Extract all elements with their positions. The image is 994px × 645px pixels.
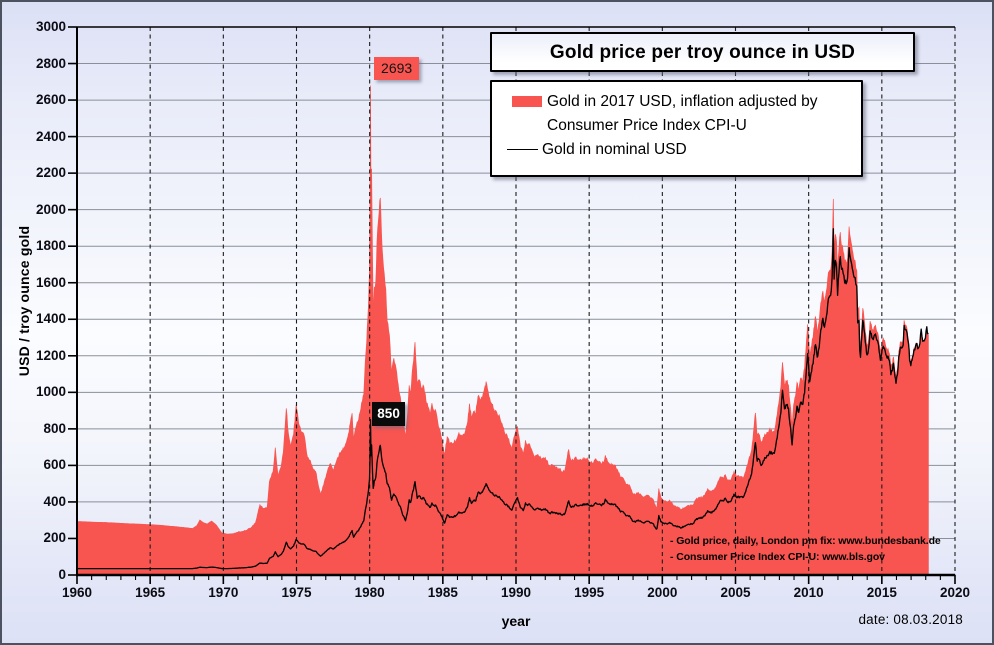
legend-swatch-real-area bbox=[512, 96, 542, 107]
x-tick-label: 1965 bbox=[135, 585, 166, 600]
legend-entry-nominal: Gold in nominal USD bbox=[507, 138, 851, 162]
x-tick-label: 1970 bbox=[208, 585, 239, 600]
x-tick-label: 1990 bbox=[500, 585, 532, 600]
x-tick-label: 2000 bbox=[647, 585, 678, 600]
y-tick-label: 1800 bbox=[35, 238, 66, 254]
legend-label-real-line2: Consumer Price Index CPI-U bbox=[547, 117, 747, 134]
y-tick-label: 600 bbox=[43, 457, 66, 473]
y-tick-label: 3000 bbox=[35, 19, 66, 34]
source-note-gold: - Gold price, daily, London pm fix: www.… bbox=[670, 535, 941, 547]
chart-title: Gold price per troy ounce in USD bbox=[549, 42, 856, 63]
y-tick-label: 1400 bbox=[35, 311, 66, 327]
x-tick-label: 2010 bbox=[793, 585, 824, 600]
x-axis-title: year bbox=[501, 613, 531, 629]
source-note-cpi: - Consumer Price Index CPI-U: www.bls.go… bbox=[670, 551, 885, 563]
legend-label-real-line1: Gold in 2017 USD, inflation adjusted by bbox=[547, 93, 818, 110]
y-tick-label: 2800 bbox=[35, 55, 66, 71]
peak-annotation-real: 2693 bbox=[374, 57, 420, 81]
x-tick-label: 2005 bbox=[720, 585, 751, 600]
legend-swatch-nominal-line bbox=[507, 149, 538, 150]
y-tick-label: 2600 bbox=[35, 92, 66, 108]
x-tick-label: 1975 bbox=[281, 585, 312, 600]
peak-annotation-nominal: 850 bbox=[372, 402, 405, 427]
y-tick-label: 200 bbox=[43, 530, 66, 546]
y-axis-title: USD / troy ounce gold bbox=[16, 225, 32, 377]
y-tick-label: 0 bbox=[58, 567, 66, 582]
real-price-area bbox=[76, 85, 929, 576]
source-notes: - Gold price, daily, London pm fix: www.… bbox=[670, 533, 941, 565]
legend-entry-real-line2: Consumer Price Index CPI-U bbox=[512, 114, 851, 138]
y-tick-label: 1000 bbox=[35, 384, 66, 400]
nominal-price-line bbox=[76, 228, 929, 570]
x-tick-label: 1960 bbox=[61, 585, 93, 600]
x-tick-label: 1995 bbox=[574, 585, 605, 600]
legend-entry-real: Gold in 2017 USD, inflation adjusted by bbox=[512, 90, 851, 114]
legend-label-nominal: Gold in nominal USD bbox=[542, 141, 687, 158]
y-tick-label: 800 bbox=[43, 420, 66, 436]
y-tick-label: 1600 bbox=[35, 274, 66, 290]
x-tick-label: 1980 bbox=[354, 585, 385, 600]
y-tick-label: 2400 bbox=[35, 128, 66, 144]
y-tick-label: 1200 bbox=[35, 347, 66, 363]
x-tick-label: 1985 bbox=[427, 585, 458, 600]
x-tick-label: 2015 bbox=[866, 585, 897, 600]
x-tick-label: 2020 bbox=[939, 585, 971, 600]
chart-title-box: Gold price per troy ounce in USD bbox=[490, 32, 915, 72]
axis-ticks bbox=[68, 26, 956, 584]
date-label: date: 08.03.2018 bbox=[858, 612, 963, 627]
y-tick-label: 2000 bbox=[35, 201, 66, 217]
y-tick-label: 2200 bbox=[35, 165, 66, 181]
legend-box: Gold in 2017 USD, inflation adjusted by … bbox=[490, 80, 863, 177]
y-tick-label: 400 bbox=[43, 493, 66, 509]
